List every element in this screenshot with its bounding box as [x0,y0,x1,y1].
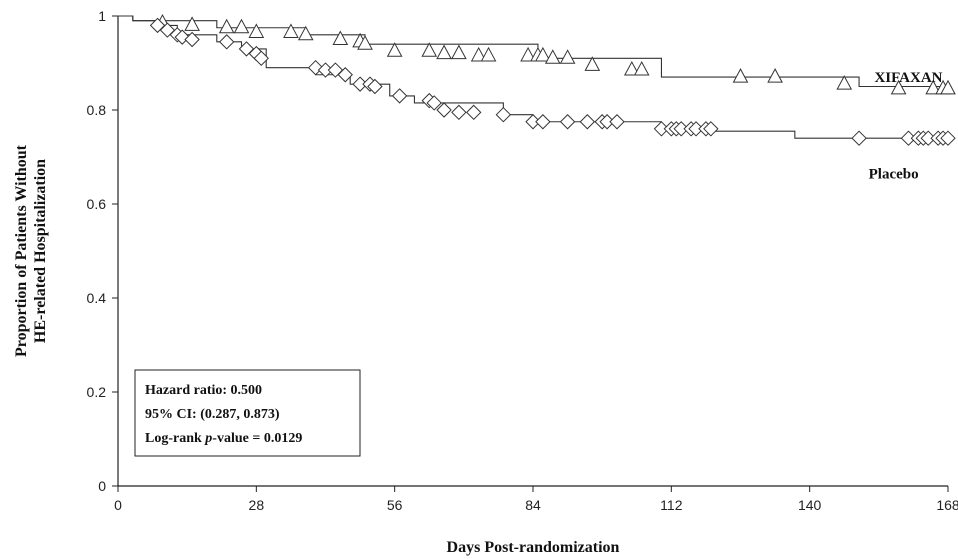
triangle-marker-xifaxan [248,23,265,38]
series-label-xifaxan: XIFAXAN [874,70,942,86]
triangle-marker-xifaxan [332,30,349,45]
triangle-marker-xifaxan [520,46,536,62]
diamond-marker-placebo [535,114,551,130]
triangle-marker-xifaxan [535,46,551,62]
y-axis-title-line-1: Proportion of Patients Without [13,144,30,357]
diamond-marker-placebo [367,78,383,95]
y-tick-label: 0.8 [87,102,107,118]
triangle-marker-xifaxan [233,18,250,34]
censoring-markers [149,13,956,146]
y-tick-label: 0.2 [87,384,107,400]
y-axis-title: Proportion of Patients Without HE-relate… [13,144,49,357]
confidence-interval-text: 95% CI: (0.287, 0.873) [145,407,280,422]
diamond-marker-placebo [703,121,719,137]
triangle-marker-xifaxan [732,68,749,83]
triangle-marker-xifaxan [890,79,907,95]
y-tick-label: 0 [98,478,106,494]
triangle-marker-xifaxan [436,44,452,60]
series-label-placebo: Placebo [869,166,919,182]
stats-box-frame [134,369,361,457]
x-tick-label: 168 [936,497,958,513]
diamond-marker-placebo [851,130,867,146]
diamond-marker-placebo [337,67,353,83]
triangle-marker-xifaxan [297,25,314,41]
y-axis-title-line-2: HE-related Hospitalization [32,159,49,343]
triangle-marker-xifaxan [283,23,299,38]
x-tick-label: 84 [525,497,541,513]
triangle-marker-xifaxan [218,18,235,34]
x-tick-label: 0 [114,497,122,513]
triangle-marker-xifaxan [544,49,561,64]
triangle-marker-xifaxan [386,42,403,57]
triangle-marker-xifaxan [940,79,956,95]
triangle-marker-xifaxan [184,16,200,31]
diamond-marker-placebo [579,114,596,130]
triangle-marker-xifaxan [421,42,438,57]
diamond-marker-placebo [940,130,956,146]
triangle-marker-xifaxan [451,44,467,60]
triangle-marker-xifaxan [357,35,373,50]
log-rank-text: Log-rank p-value = 0.0129 [145,431,302,446]
y-tick-label: 1 [98,8,106,24]
y-tick-label: 0.6 [87,196,107,212]
diamond-marker-placebo [495,106,512,123]
stats-box: Hazard ratio: 0.500 95% CI: (0.287, 0.87… [134,369,361,457]
triangle-marker-xifaxan [633,60,650,76]
x-tick-label: 56 [387,497,403,513]
axis-ticks: 0 0.2 0.4 0.6 0.8 1 0 28 56 84 112 140 168 [87,8,958,513]
diamond-marker-placebo [559,114,576,130]
diamond-marker-placebo [218,34,235,50]
hazard-ratio-text: Hazard ratio: 0.500 [145,383,262,398]
triangle-marker-xifaxan [623,60,640,76]
diamond-marker-placebo [149,17,166,34]
triangle-marker-xifaxan [470,46,487,62]
diamond-marker-placebo [184,31,200,48]
x-tick-label: 28 [249,497,265,513]
diamond-marker-placebo [609,114,625,130]
x-tick-label: 112 [660,497,683,513]
triangle-marker-xifaxan [925,79,942,95]
diamond-marker-placebo [466,104,482,121]
diamond-marker-placebo [391,88,408,104]
diamond-marker-placebo [436,102,452,118]
x-tick-label: 140 [798,497,822,513]
triangle-marker-xifaxan [767,68,783,83]
triangle-marker-xifaxan [559,49,576,64]
diamond-marker-placebo [253,50,269,67]
diamond-marker-placebo [451,104,467,121]
x-axis-title: Days Post-randomization [447,539,620,556]
triangle-marker-xifaxan [584,56,601,71]
y-tick-label: 0.4 [87,290,107,306]
diamond-marker-placebo [426,95,442,111]
triangle-marker-xifaxan [480,46,497,62]
triangle-marker-xifaxan [836,75,853,90]
